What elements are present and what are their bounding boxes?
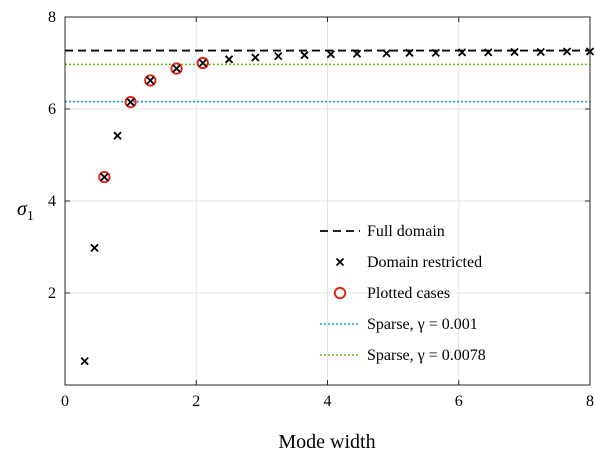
x-tick-label: 0: [61, 393, 69, 410]
data-point-x-marker: [335, 257, 345, 267]
data-point-x-marker: [457, 48, 467, 57]
x-tick-label: 2: [192, 393, 200, 410]
y-axis-label-base: σ: [17, 198, 28, 220]
data-point-x-marker: [536, 47, 545, 57]
data-point-x-marker: [405, 48, 414, 58]
legend-entry-label: Sparse, γ = 0.0078: [367, 347, 486, 364]
x-axis-label: Mode width: [278, 431, 375, 453]
data-point-x-marker: [274, 51, 283, 61]
y-tick-label: 8: [48, 9, 56, 26]
series-layer: [65, 47, 595, 366]
data-point-x-marker: [100, 172, 109, 182]
data-point-x-marker: [80, 356, 89, 366]
data-point-x-marker: [126, 97, 135, 107]
y-tick-label: 2: [48, 285, 56, 302]
data-point-circle-marker: [170, 62, 183, 75]
legend-entry-label: Full domain: [367, 223, 445, 240]
data-point-circle-marker: [144, 74, 157, 87]
data-point-x-marker: [326, 50, 335, 59]
data-point-x-marker: [562, 47, 572, 56]
y-tick-label: 6: [48, 101, 56, 118]
x-tick-label: 4: [324, 393, 332, 410]
data-point-x-marker: [146, 76, 155, 85]
data-point-x-marker: [224, 55, 234, 64]
data-point-x-marker: [352, 49, 362, 58]
y-tick-label: 4: [48, 193, 56, 210]
x-tick-label: 6: [455, 393, 463, 410]
data-point-x-marker: [198, 58, 207, 68]
data-point-circle-marker: [196, 56, 209, 70]
data-point-x-marker: [431, 48, 440, 58]
data-point-x-marker: [510, 47, 519, 57]
data-point-x-marker: [484, 48, 493, 57]
x-tick-label: 8: [586, 393, 594, 410]
grid: [65, 17, 590, 385]
data-point-x-marker: [382, 49, 391, 58]
ticks: 0 2 4 6 8 2 4 6 8: [48, 9, 594, 410]
legend-entry-label: Sparse, γ = 0.001: [367, 316, 478, 333]
data-point-x-marker: [113, 131, 122, 140]
data-point-x-marker: [90, 243, 99, 253]
data-point-circle-marker: [98, 170, 111, 184]
legend-entry-label: Domain restricted: [367, 254, 482, 271]
legend-entry-label: Plotted cases: [367, 285, 450, 302]
y-axis-label-subscript: 1: [27, 209, 34, 224]
y-axis-label: σ1: [17, 198, 34, 224]
legend: Full domain Domain restricted Plotted case…: [320, 223, 486, 364]
data-point-x-marker: [251, 53, 260, 62]
data-point-circle-marker: [124, 96, 137, 109]
data-point-x-marker: [300, 51, 309, 60]
data-point-x-marker: [172, 64, 181, 73]
data-point-circle-marker: [333, 286, 347, 300]
